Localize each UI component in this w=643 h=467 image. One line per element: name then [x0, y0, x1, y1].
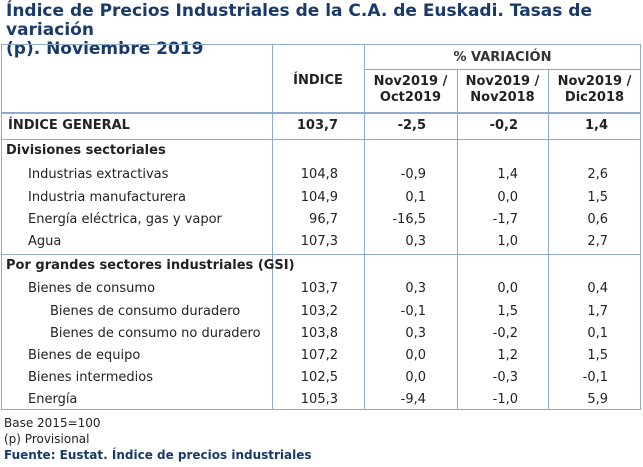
row-indice: 107,2	[300, 348, 338, 363]
header-variacion: % VARIACIÓN	[453, 50, 552, 65]
row-indice: 103,2	[300, 304, 338, 319]
row-var-month: 0,3	[405, 326, 426, 341]
row-label: ÍNDICE GENERAL	[8, 118, 130, 133]
row-label: Industrias extractivas	[28, 167, 169, 182]
row-var-year: -0,2	[492, 326, 518, 341]
row-var-month: 0,0	[405, 348, 426, 363]
column-divider	[364, 45, 365, 409]
row-var-ytd: 0,6	[587, 212, 608, 227]
section-heading: Divisiones sectoriales	[6, 143, 166, 158]
row-var-month: 0,0	[405, 370, 426, 385]
row-var-ytd: 1,7	[587, 304, 608, 319]
row-var-year: 0,0	[497, 281, 518, 296]
row-indice: 103,7	[300, 281, 338, 296]
row-label: Bienes de consumo no duradero	[50, 326, 261, 341]
footnote-provisional: (p) Provisional	[4, 432, 90, 446]
row-label: Bienes intermedios	[28, 370, 153, 385]
row-indice: 103,8	[300, 326, 338, 341]
row-label: Energía	[28, 392, 78, 407]
header-col-year: Nov2019 / Nov2018	[457, 74, 548, 106]
row-label: Industria manufacturera	[28, 190, 186, 205]
row-var-ytd: 2,6	[587, 167, 608, 182]
row-label: Bienes de equipo	[28, 348, 141, 363]
row-label: Energía eléctrica, gas y vapor	[28, 212, 222, 227]
header-col-month: Nov2019 / Oct2019	[364, 74, 457, 106]
header-col-ytd-line2: Dic2018	[564, 90, 625, 105]
row-var-month: -16,5	[392, 212, 426, 227]
header-col-year-line2: Nov2018	[470, 90, 535, 105]
row-indice: 103,7	[296, 118, 338, 133]
row-var-month: 0,3	[405, 234, 426, 249]
row-var-month: -2,5	[397, 118, 426, 133]
row-var-year: -1,7	[492, 212, 518, 227]
source-note: Fuente: Eustat. Índice de precios indust…	[4, 448, 312, 462]
row-var-year: 1,5	[497, 304, 518, 319]
column-divider	[548, 69, 549, 409]
price-index-table: ÍNDICE % VARIACIÓN Nov2019 / Oct2019 Nov…	[1, 44, 641, 410]
row-var-ytd: -0,1	[582, 370, 608, 385]
row-var-ytd: 5,9	[587, 392, 608, 407]
row-var-year: -0,2	[489, 118, 518, 133]
header-col-ytd-line1: Nov2019 /	[557, 74, 632, 89]
row-var-ytd: 2,7	[587, 234, 608, 249]
header-bottom-border	[2, 113, 640, 114]
row-var-ytd: 1,5	[587, 190, 608, 205]
row-var-month: 0,3	[405, 281, 426, 296]
row-var-month: -0,9	[400, 167, 426, 182]
title-line-1: Índice de Precios Industriales de la C.A…	[6, 1, 593, 40]
row-var-year: -1,0	[492, 392, 518, 407]
row-var-year: 1,2	[497, 348, 518, 363]
footnote-base: Base 2015=100	[4, 416, 101, 430]
row-var-month: -0,1	[400, 304, 426, 319]
row-var-year: -0,3	[492, 370, 518, 385]
row-indice: 104,8	[300, 167, 338, 182]
column-divider	[272, 45, 273, 409]
header-col-year-line1: Nov2019 /	[465, 74, 540, 89]
header-col-ytd: Nov2019 / Dic2018	[548, 74, 641, 106]
row-var-year: 1,0	[497, 234, 518, 249]
row-label: Bienes de consumo duradero	[50, 304, 241, 319]
row-indice: 104,9	[300, 190, 338, 205]
row-var-month: 0,1	[405, 190, 426, 205]
header-col-month-line1: Nov2019 /	[373, 74, 448, 89]
column-divider	[457, 69, 458, 409]
row-indice: 102,5	[300, 370, 338, 385]
row-indice: 107,3	[300, 234, 338, 249]
header-divider	[364, 69, 640, 70]
section-heading: Por grandes sectores industriales (GSI)	[6, 258, 295, 273]
row-var-ytd: 1,4	[584, 118, 608, 133]
header-bottom-border	[2, 112, 640, 113]
section-divider	[2, 254, 640, 255]
row-indice: 105,3	[300, 392, 338, 407]
row-var-year: 1,4	[497, 167, 518, 182]
row-var-ytd: 1,5	[587, 348, 608, 363]
row-var-ytd: 0,4	[587, 281, 608, 296]
row-var-month: -9,4	[400, 392, 426, 407]
row-var-ytd: 0,1	[587, 326, 608, 341]
header-indice: ÍNDICE	[293, 73, 343, 88]
row-label: Bienes de consumo	[28, 281, 156, 296]
row-label: Agua	[28, 234, 62, 249]
header-col-month-line2: Oct2019	[379, 90, 442, 105]
section-divider	[2, 139, 640, 140]
row-var-year: 0,0	[497, 190, 518, 205]
row-indice: 96,7	[309, 212, 338, 227]
